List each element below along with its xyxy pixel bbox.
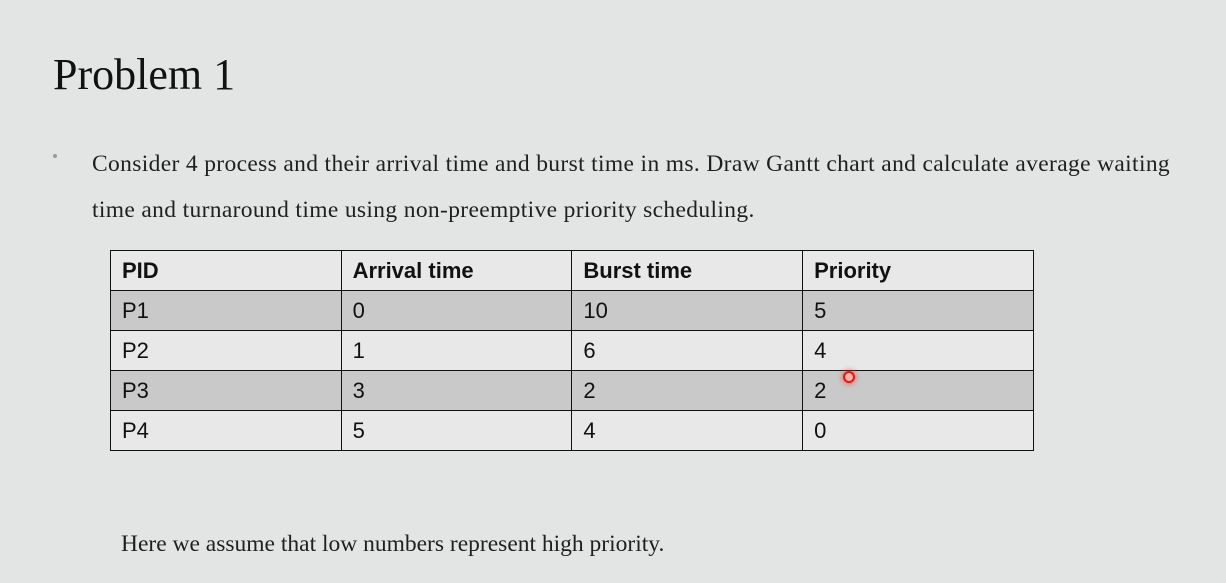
- cell-burst-time: 2: [571, 370, 804, 411]
- header-burst-time: Burst time: [571, 250, 804, 291]
- header-priority: Priority: [802, 250, 1034, 291]
- cell-arrival-time: 3: [340, 370, 573, 411]
- cell-priority: 2: [802, 370, 1034, 411]
- table-header-row: PID Arrival time Burst time Priority: [110, 250, 1034, 291]
- cell-priority: 5: [802, 290, 1034, 331]
- bullet-dot-icon: [53, 154, 57, 158]
- cell-arrival-time: 1: [340, 330, 573, 371]
- cell-pid: P1: [110, 290, 342, 331]
- cell-arrival-time: 0: [340, 290, 573, 331]
- table-row: P2 1 6 4: [110, 330, 1034, 371]
- header-arrival-time: Arrival time: [340, 250, 573, 291]
- table-row: P1 0 10 5: [110, 290, 1034, 331]
- cell-pid: P3: [110, 370, 342, 411]
- cell-burst-time: 4: [571, 410, 804, 451]
- cell-burst-time: 6: [571, 330, 804, 371]
- problem-statement: Consider 4 process and their arrival tim…: [92, 151, 1171, 223]
- priority-note: Here we assume that low numbers represen…: [121, 531, 665, 557]
- table-row: P3 3 2 2: [110, 370, 1034, 411]
- cell-arrival-time: 5: [340, 410, 573, 451]
- cell-burst-time: 10: [571, 290, 804, 331]
- cell-pid: P4: [110, 410, 342, 451]
- slide-title: Problem 1: [53, 50, 236, 99]
- laser-pointer-icon: [843, 371, 855, 383]
- cell-priority: 4: [802, 330, 1034, 371]
- cell-priority: 0: [802, 410, 1034, 451]
- table-row: P4 5 4 0: [110, 410, 1034, 451]
- header-pid: PID: [110, 250, 342, 291]
- process-table: PID Arrival time Burst time Priority P1 …: [110, 250, 1034, 451]
- cell-pid: P2: [110, 330, 342, 371]
